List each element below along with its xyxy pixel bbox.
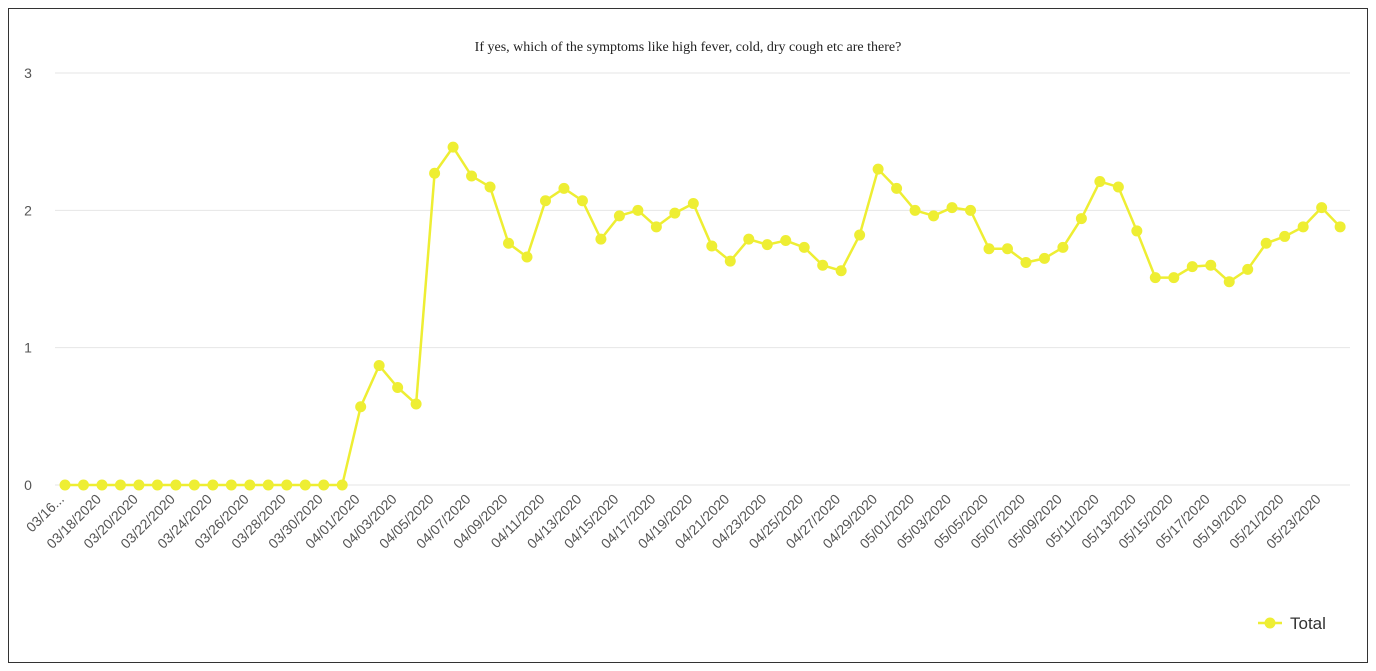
- point: [484, 181, 496, 193]
- point: [281, 479, 293, 491]
- point: [1316, 202, 1328, 214]
- point: [539, 195, 551, 207]
- point: [780, 235, 792, 247]
- point: [336, 479, 348, 491]
- point: [965, 204, 977, 216]
- point: [429, 167, 441, 179]
- point: [59, 479, 71, 491]
- point: [1168, 272, 1180, 284]
- point: [410, 398, 422, 410]
- point: [891, 182, 903, 194]
- point: [946, 202, 958, 214]
- y-tick-label: 3: [24, 65, 32, 81]
- point: [96, 479, 108, 491]
- point: [1020, 257, 1032, 269]
- point: [743, 233, 755, 245]
- point: [1075, 213, 1087, 225]
- point: [355, 401, 367, 413]
- y-tick-label: 2: [24, 202, 32, 218]
- point: [1057, 241, 1069, 253]
- point: [225, 479, 237, 491]
- point: [1260, 237, 1272, 249]
- line: [65, 144, 1342, 487]
- point: [854, 229, 866, 241]
- chart-title: If yes, which of the symptoms like high …: [475, 40, 902, 55]
- point: [170, 479, 182, 491]
- point: [1334, 221, 1346, 233]
- point: [1242, 263, 1254, 275]
- point: [77, 479, 89, 491]
- point: [928, 210, 940, 222]
- point: [466, 170, 478, 182]
- point: [595, 233, 607, 245]
- point: [872, 163, 884, 175]
- legend-label: Total: [1290, 614, 1326, 633]
- point: [447, 141, 459, 153]
- point: [188, 479, 200, 491]
- point: [1112, 181, 1124, 193]
- point: [669, 207, 681, 219]
- point: [392, 381, 404, 393]
- point: [133, 479, 145, 491]
- frame: [8, 8, 1368, 663]
- point: [650, 221, 662, 233]
- point: [299, 479, 311, 491]
- point: [1279, 230, 1291, 242]
- point: [244, 479, 256, 491]
- point: [798, 241, 810, 253]
- point: [1038, 252, 1050, 264]
- y-tick-label: 0: [24, 477, 32, 493]
- point: [909, 204, 921, 216]
- point: [613, 210, 625, 222]
- point: [706, 240, 718, 252]
- point: [373, 360, 385, 372]
- point: [521, 251, 533, 263]
- y-tick-label: 1: [24, 340, 32, 356]
- point: [207, 479, 219, 491]
- point: [1186, 261, 1198, 273]
- legend-marker: [1264, 617, 1276, 629]
- point: [1297, 221, 1309, 233]
- point: [983, 243, 995, 255]
- point: [1131, 225, 1143, 237]
- point: [1205, 259, 1217, 271]
- point: [1149, 272, 1161, 284]
- point: [835, 265, 847, 277]
- point: [576, 195, 588, 207]
- point: [151, 479, 163, 491]
- point: [761, 239, 773, 251]
- point: [262, 479, 274, 491]
- point: [114, 479, 126, 491]
- point: [318, 479, 330, 491]
- point: [1094, 175, 1106, 187]
- point: [1001, 243, 1013, 255]
- point: [817, 259, 829, 271]
- point: [503, 237, 515, 249]
- point: [724, 255, 736, 267]
- point: [687, 197, 699, 209]
- point: [1223, 276, 1235, 288]
- point: [558, 182, 570, 194]
- point: [632, 204, 644, 216]
